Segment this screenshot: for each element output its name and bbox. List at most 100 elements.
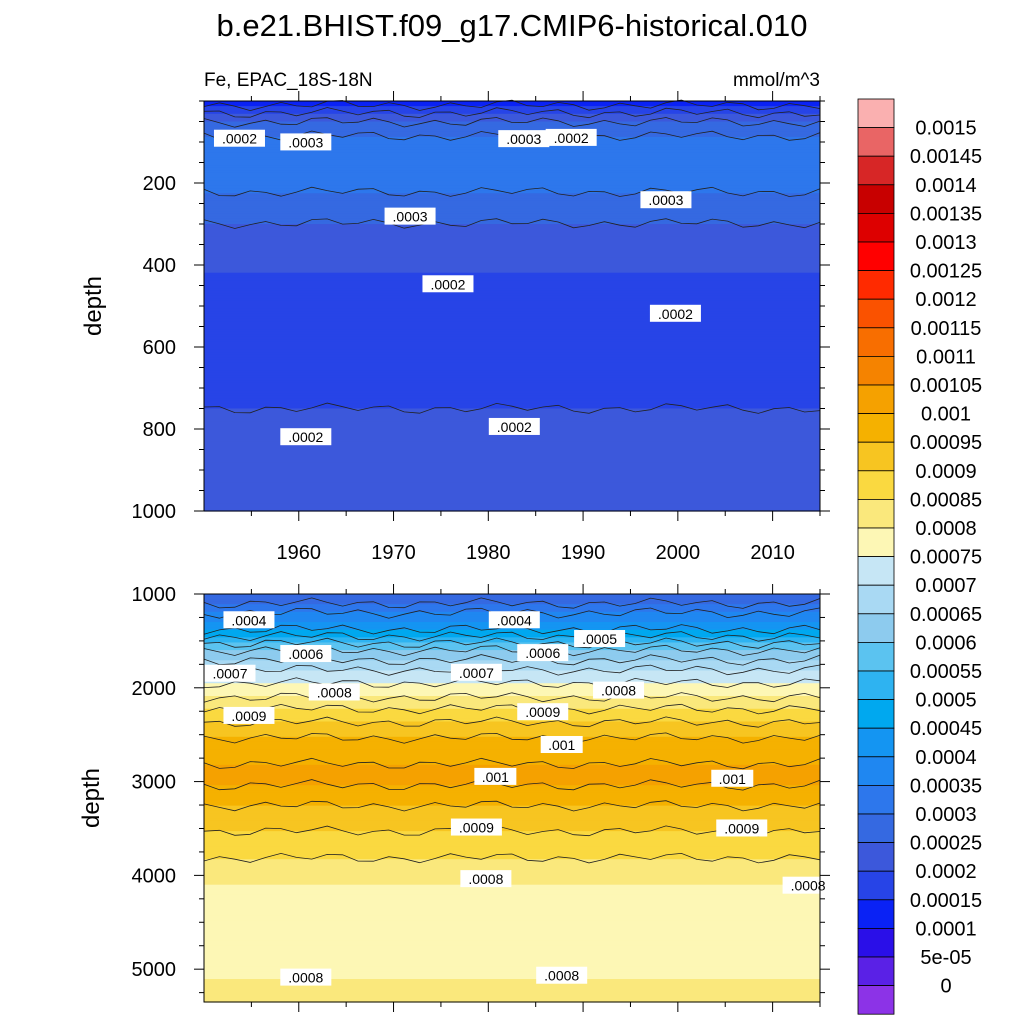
heatmap-band xyxy=(204,892,820,896)
heatmap-band xyxy=(204,910,820,914)
colorbar-swatch xyxy=(857,899,895,929)
heatmap-band xyxy=(204,956,820,960)
heatmap-band xyxy=(204,889,820,893)
heatmap-band xyxy=(204,973,820,978)
contour-label-box xyxy=(540,736,583,754)
heatmap-band xyxy=(204,441,820,445)
heatmap-band xyxy=(204,170,820,174)
heatmap-band xyxy=(204,154,820,158)
heatmap-band xyxy=(204,457,820,461)
heatmap-band xyxy=(204,206,820,210)
heatmap-band xyxy=(204,652,820,656)
heatmap-band xyxy=(204,403,820,407)
heatmap-band xyxy=(204,762,820,766)
contour-label-box xyxy=(308,683,360,701)
heatmap-band xyxy=(204,734,820,738)
heatmap-band xyxy=(204,313,820,317)
heatmap-band xyxy=(204,352,820,356)
heatmap-band xyxy=(204,454,820,458)
heatmap-band xyxy=(204,298,820,302)
heatmap-band xyxy=(204,683,820,687)
heatmap-band xyxy=(204,249,820,253)
heatmap-band xyxy=(204,981,820,985)
heatmap-band xyxy=(204,354,820,358)
heatmap-band xyxy=(204,594,820,598)
heatmap-band xyxy=(204,994,820,998)
colorbar-label: 0.00065 xyxy=(910,604,982,626)
contour-label-box xyxy=(545,128,597,146)
heatmap-band xyxy=(204,859,820,863)
heatmap-band xyxy=(204,747,820,751)
contour-label: .0002 xyxy=(658,306,693,322)
heatmap-band xyxy=(204,485,820,489)
chart-title: b.e21.BHIST.f09_g17.CMIP6-historical.010 xyxy=(216,8,807,43)
heatmap-band xyxy=(204,792,820,797)
heatmap-band xyxy=(204,505,820,510)
heatmap-band xyxy=(204,408,820,412)
heatmap-band xyxy=(204,172,820,176)
x-tick-label: 1990 xyxy=(561,542,606,564)
colorbar-label: 0.0011 xyxy=(916,346,976,368)
heatmap-band xyxy=(204,629,820,633)
contour-label: .0005 xyxy=(582,631,617,647)
heatmap-band xyxy=(204,495,820,499)
heatmap-band xyxy=(204,370,820,374)
heatmap-band xyxy=(204,385,820,389)
heatmap-band xyxy=(204,884,820,888)
contour-label: .0003 xyxy=(288,134,323,150)
heatmap-band xyxy=(204,958,820,962)
heatmap-band xyxy=(204,467,820,471)
heatmap-band xyxy=(204,900,820,904)
upper-y-axis-label: depth xyxy=(80,276,107,336)
colorbar-label: 0 xyxy=(940,976,951,998)
colorbar-label: 0.0012 xyxy=(915,289,976,311)
colorbar-label: 0.0002 xyxy=(915,861,976,883)
x-tick-label: 2000 xyxy=(656,542,701,564)
colorbar-swatch xyxy=(857,956,895,987)
heatmap-band xyxy=(204,149,820,153)
heatmap-band xyxy=(204,293,820,297)
heatmap-band xyxy=(204,820,820,825)
colorbar-swatch xyxy=(857,498,895,529)
heatmap-band xyxy=(204,380,820,384)
heatmap-band xyxy=(204,678,820,682)
heatmap-band xyxy=(204,688,820,692)
heatmap-band xyxy=(204,721,820,725)
colorbar-label: 5e-05 xyxy=(920,947,971,969)
heatmap-band xyxy=(204,823,820,827)
contour-line xyxy=(203,107,821,119)
heatmap-band xyxy=(204,416,820,420)
heatmap-band xyxy=(204,701,820,705)
contour-line xyxy=(203,703,821,715)
contour-label-box xyxy=(280,968,332,986)
contour-label: .0009 xyxy=(459,820,494,836)
contour-line xyxy=(203,218,821,229)
colorbar-swatch xyxy=(857,527,895,558)
contour-label-box xyxy=(488,611,540,629)
contour-label: .0006 xyxy=(288,646,323,662)
heatmap-band xyxy=(204,113,820,117)
contour-label: .001 xyxy=(719,771,746,787)
heatmap-band xyxy=(204,444,820,448)
heatmap-band xyxy=(204,167,820,171)
y-tick-label: 400 xyxy=(143,255,176,277)
heatmap-band xyxy=(204,759,820,763)
y-tick-label: 600 xyxy=(143,337,176,359)
y-tick-label: 3000 xyxy=(132,772,177,794)
heatmap-band xyxy=(204,790,820,794)
heatmap-band xyxy=(204,874,820,878)
heatmap-band xyxy=(204,639,820,644)
heatmap-band xyxy=(204,500,820,504)
heatmap-band xyxy=(204,316,820,320)
heatmap-band xyxy=(204,675,820,679)
heatmap-band xyxy=(204,843,820,848)
lower-y-axis-label: depth xyxy=(78,768,105,828)
colorbar-swatch xyxy=(857,642,895,672)
heatmap-band xyxy=(204,902,820,906)
heatmap-band xyxy=(204,724,820,728)
heatmap-band xyxy=(204,662,820,666)
heatmap-band xyxy=(204,411,820,415)
colorbar-label: 0.0009 xyxy=(915,461,976,483)
heatmap-band xyxy=(204,288,820,292)
